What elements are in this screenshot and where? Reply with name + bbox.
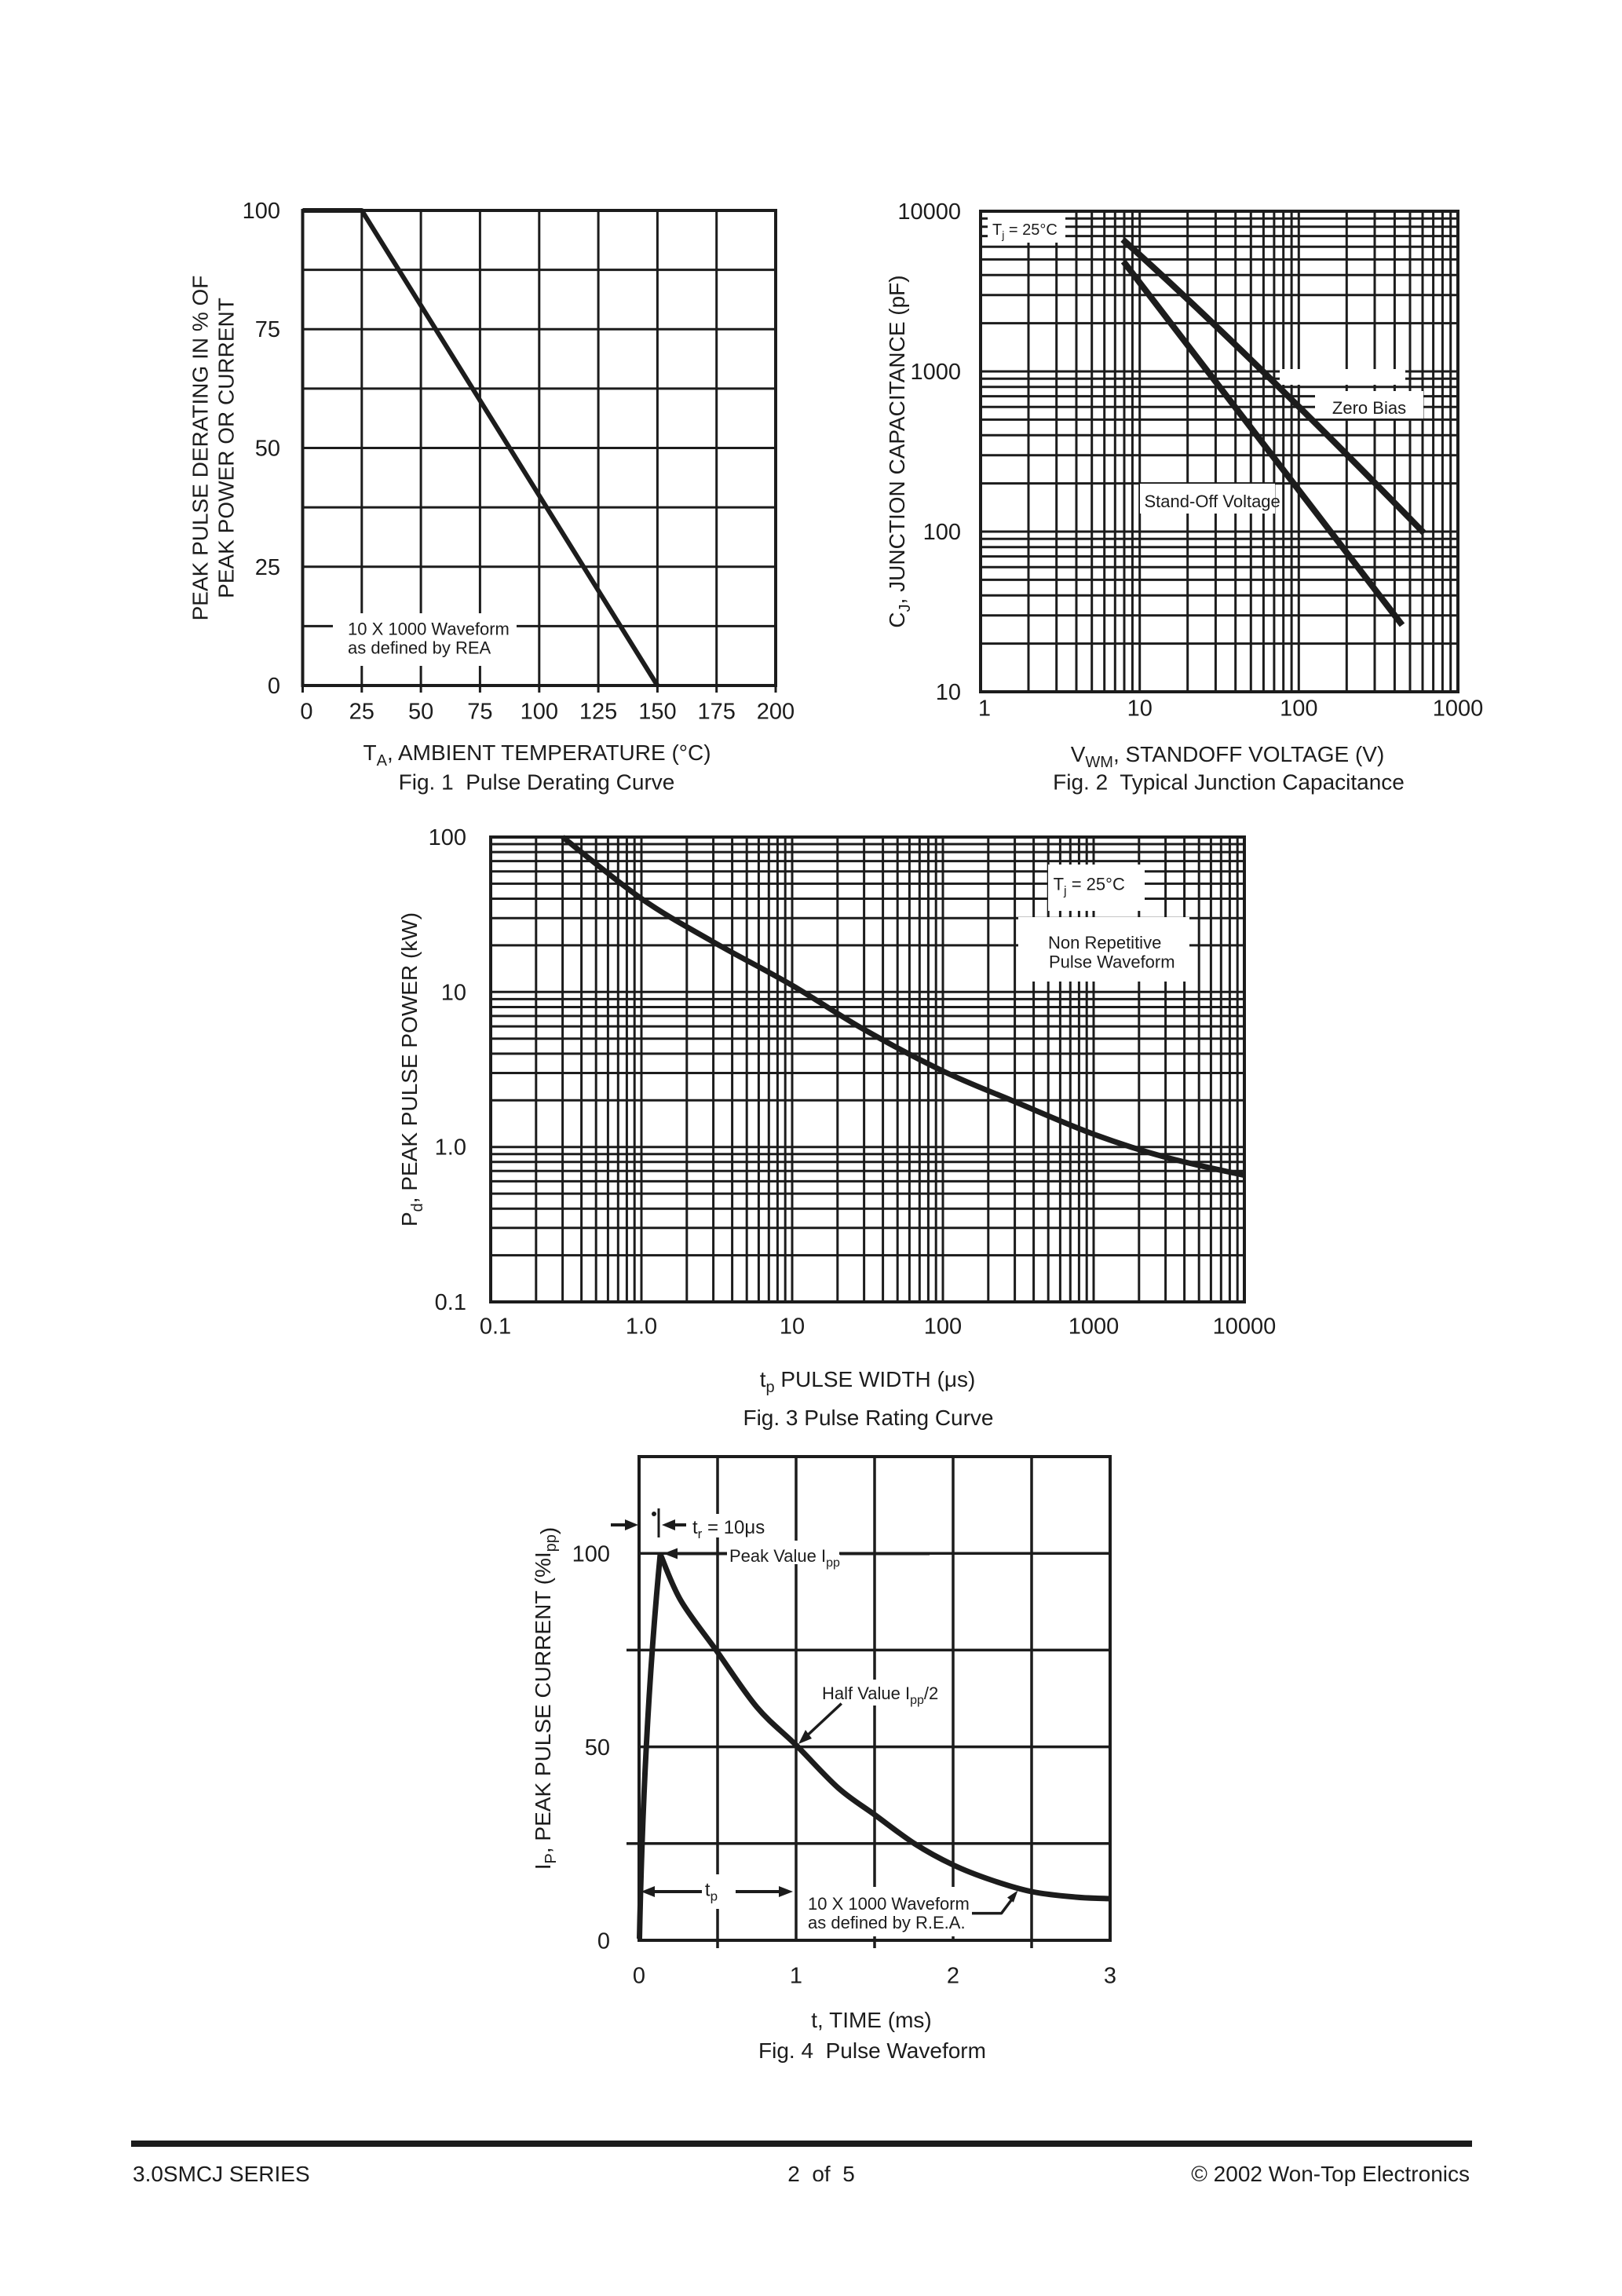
svg-text:tr​ = 10μs: tr​ = 10μs xyxy=(692,1517,765,1541)
svg-text:Pulse Waveform: Pulse Waveform xyxy=(1049,952,1175,972)
svg-text:50: 50 xyxy=(585,1735,610,1760)
svg-text:150: 150 xyxy=(638,700,676,725)
svg-text:Fig. 4 Pulse Waveform: Fig. 4 Pulse Waveform xyxy=(758,2038,986,2063)
svg-text:100: 100 xyxy=(1280,696,1317,722)
svg-text:Fig. 3 Pulse Rating Curve: Fig. 3 Pulse Rating Curve xyxy=(743,1406,993,1430)
svg-text:100: 100 xyxy=(924,1314,962,1340)
svg-text:Non Repetitive: Non Repetitive xyxy=(1048,933,1161,952)
svg-text:2: 2 xyxy=(947,1964,959,1989)
svg-text:2 of 5: 2 of 5 xyxy=(787,2162,855,2186)
svg-text:3: 3 xyxy=(1104,1964,1116,1989)
svg-text:10: 10 xyxy=(780,1314,805,1340)
svg-text:100: 100 xyxy=(429,825,466,850)
svg-text:10000: 10000 xyxy=(897,199,961,225)
svg-text:100: 100 xyxy=(243,199,280,224)
svg-text:1.0: 1.0 xyxy=(435,1135,466,1161)
svg-text:1000: 1000 xyxy=(910,360,961,385)
svg-text:Pd​, PEAK PULSE POWER (kW): Pd​, PEAK PULSE POWER (kW) xyxy=(397,912,426,1227)
svg-text:1: 1 xyxy=(790,1964,802,1989)
svg-text:10 X 1000 Waveform: 10 X 1000 Waveform xyxy=(348,620,510,639)
svg-text:100: 100 xyxy=(923,520,961,545)
svg-text:Zero Bias: Zero Bias xyxy=(1332,398,1406,418)
svg-text:tp​ PULSE WIDTH (μs): tp​ PULSE WIDTH (μs) xyxy=(760,1367,976,1396)
svg-text:Fig. 2 Typical Junction Capac: Fig. 2 Typical Junction Capacitance xyxy=(1053,770,1405,795)
svg-text:1000: 1000 xyxy=(1433,696,1484,722)
svg-text:0: 0 xyxy=(300,700,312,725)
svg-text:0.1: 0.1 xyxy=(435,1290,466,1315)
svg-text:as defined by R.E.A.: as defined by R.E.A. xyxy=(808,1913,966,1932)
svg-text:10: 10 xyxy=(441,980,466,1005)
svg-text:0.1: 0.1 xyxy=(480,1314,511,1340)
svg-text:175: 175 xyxy=(698,700,736,725)
svg-text:25: 25 xyxy=(349,700,374,725)
svg-text:TA​, AMBIENT TEMPERATURE (°C): TA​, AMBIENT TEMPERATURE (°C) xyxy=(363,740,711,770)
svg-text:Half Value Ipp​/2: Half Value Ipp​/2 xyxy=(822,1684,938,1707)
svg-text:PEAK PULSE DERATING IN % OF: PEAK PULSE DERATING IN % OF xyxy=(188,276,213,621)
svg-text:0: 0 xyxy=(597,1929,610,1954)
svg-text:VWM​, STANDOFF VOLTAGE (V): VWM​, STANDOFF VOLTAGE (V) xyxy=(1071,742,1385,771)
svg-text:10 X 1000 Waveform: 10 X 1000 Waveform xyxy=(808,1894,970,1914)
svg-text:10000: 10000 xyxy=(1213,1314,1277,1340)
svg-text:t, TIME (ms): t, TIME (ms) xyxy=(811,2008,931,2032)
svg-text:200: 200 xyxy=(757,700,795,725)
svg-text:75: 75 xyxy=(467,700,492,725)
svg-text:25: 25 xyxy=(255,555,280,580)
svg-text:3.0SMCJ SERIES: 3.0SMCJ SERIES xyxy=(133,2162,310,2186)
svg-text:0: 0 xyxy=(633,1964,645,1989)
svg-text:125: 125 xyxy=(579,700,617,725)
svg-text:100: 100 xyxy=(521,700,558,725)
svg-text:© 2002 Won-Top Electronics: © 2002 Won-Top Electronics xyxy=(1191,2162,1470,2186)
svg-text:Stand-Off Voltage: Stand-Off Voltage xyxy=(1145,492,1280,511)
svg-text:0: 0 xyxy=(268,674,280,699)
svg-text:100: 100 xyxy=(572,1542,610,1567)
svg-text:1.0: 1.0 xyxy=(626,1314,657,1340)
svg-text:1000: 1000 xyxy=(1069,1314,1120,1340)
svg-text:Fig. 1 Pulse Derating Curve: Fig. 1 Pulse Derating Curve xyxy=(399,770,675,795)
svg-text:Peak Value Ipp: Peak Value Ipp xyxy=(729,1546,840,1570)
svg-text:10: 10 xyxy=(936,680,961,705)
svg-text:50: 50 xyxy=(408,700,433,725)
svg-text:CJ​, JUNCTION CAPACITANCE (pF): CJ​, JUNCTION CAPACITANCE (pF) xyxy=(885,275,914,627)
svg-text:as defined by REA: as defined by REA xyxy=(348,638,491,658)
svg-text:75: 75 xyxy=(255,317,280,342)
svg-text:IP​, PEAK PULSE CURRENT (%Ipp): IP​, PEAK PULSE CURRENT (%Ipp) xyxy=(531,1527,561,1870)
svg-text:50: 50 xyxy=(255,437,280,462)
svg-text:PEAK POWER OR CURRENT: PEAK POWER OR CURRENT xyxy=(214,298,239,598)
svg-text:1: 1 xyxy=(978,696,991,722)
svg-text:10: 10 xyxy=(1127,696,1153,722)
